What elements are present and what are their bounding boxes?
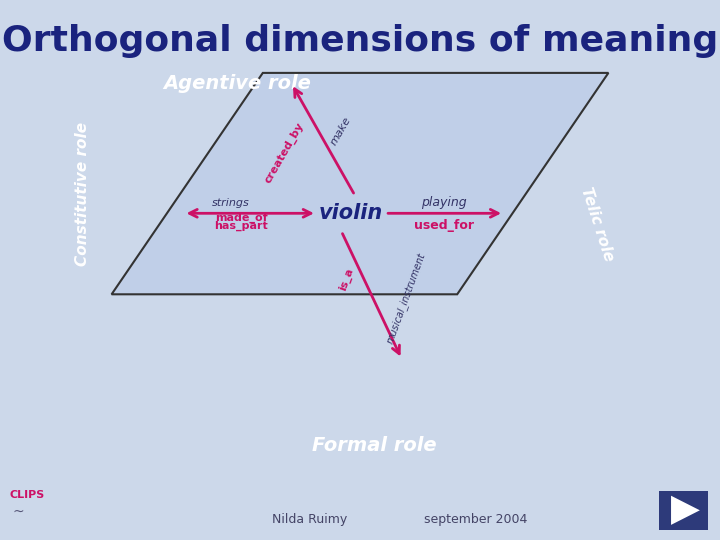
Text: Formal role: Formal role [312,436,437,455]
Text: strings: strings [212,198,249,207]
Text: Telic role: Telic role [579,185,616,263]
Text: has_part: has_part [215,220,268,231]
Text: Orthogonal dimensions of meaning: Orthogonal dimensions of meaning [2,24,718,58]
Text: used_for: used_for [413,219,474,232]
Text: playing: playing [420,196,467,209]
Text: Agentive role: Agentive role [163,74,312,93]
Text: is_a: is_a [337,266,355,292]
Polygon shape [671,496,700,525]
Text: ~: ~ [13,505,24,519]
Text: Nilda Ruimy: Nilda Ruimy [272,514,347,526]
Text: make: make [328,114,353,147]
Text: Constitutive role: Constitutive role [76,123,90,266]
Text: CLIPS: CLIPS [9,490,45,501]
FancyBboxPatch shape [659,491,708,530]
Text: created_by: created_by [263,120,306,185]
Text: september 2004: september 2004 [423,514,527,526]
Text: violin: violin [318,203,383,224]
Text: musical_instrument: musical_instrument [384,251,428,345]
Text: made_of: made_of [215,212,268,223]
Polygon shape [112,73,608,294]
